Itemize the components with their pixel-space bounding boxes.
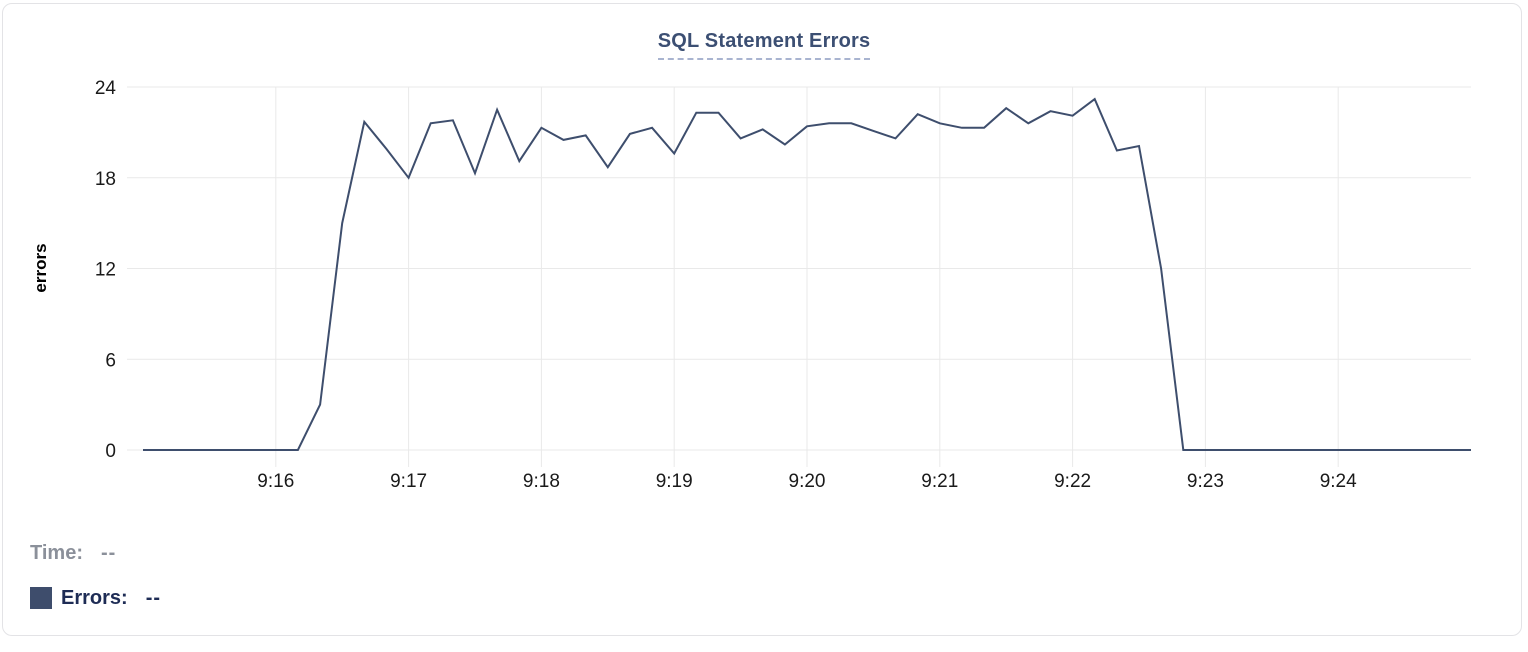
errors-readout-row[interactable]: Errors: -- (30, 586, 161, 610)
time-value: -- (100, 541, 117, 564)
chart-card (2, 3, 1522, 636)
svg-text:9:19: 9:19 (656, 471, 693, 492)
errors-label: Errors: (61, 586, 128, 609)
horizontal-gridlines (127, 86, 1471, 451)
svg-text:9:17: 9:17 (390, 471, 427, 492)
svg-text:9:21: 9:21 (921, 471, 958, 492)
errors-series-line (143, 97, 1471, 451)
vertical-gridlines (275, 87, 1339, 467)
svg-text:9:24: 9:24 (1320, 471, 1357, 492)
svg-text:24: 24 (95, 78, 117, 99)
svg-text:9:23: 9:23 (1187, 471, 1224, 492)
svg-text:6: 6 (105, 350, 116, 371)
chart-header: SQL Statement Errors (0, 30, 1528, 60)
errors-line-chart[interactable]: 0 6 12 18 24 9:16 9:17 9:18 9:19 9:20 9:21 9:22 9:2… (0, 0, 1528, 512)
time-readout-row: Time: -- (30, 541, 161, 565)
chart-title[interactable]: SQL Statement Errors (657, 30, 871, 60)
svg-text:0: 0 (105, 441, 116, 462)
errors-series-swatch (30, 587, 52, 609)
hover-readout: Time: -- Errors: -- (30, 541, 161, 610)
svg-text:9:20: 9:20 (789, 471, 826, 492)
svg-text:9:22: 9:22 (1054, 471, 1091, 492)
x-axis-tick-labels: 9:16 9:17 9:18 9:19 9:20 9:21 9:22 9:23 9:24 (257, 471, 1357, 492)
svg-text:18: 18 (95, 169, 116, 190)
errors-value: -- (145, 586, 162, 609)
y-axis-title: errors (31, 243, 50, 292)
y-axis-tick-labels: 0 6 12 18 24 (95, 78, 117, 462)
svg-text:12: 12 (95, 260, 116, 281)
time-label: Time: (30, 541, 83, 564)
svg-text:9:16: 9:16 (257, 471, 294, 492)
svg-text:9:18: 9:18 (523, 471, 560, 492)
